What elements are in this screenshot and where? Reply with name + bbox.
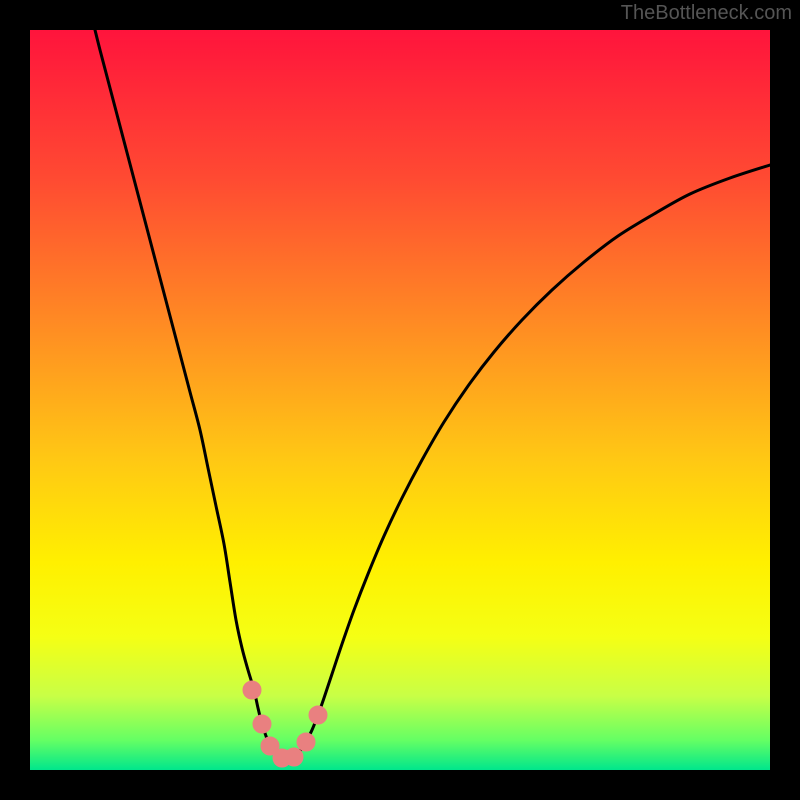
curve-marker [243, 681, 261, 699]
curve-marker [253, 715, 271, 733]
chart-frame: TheBottleneck.com [0, 0, 800, 800]
watermark-text: TheBottleneck.com [621, 2, 792, 25]
bottleneck-chart [0, 0, 800, 800]
curve-marker [297, 733, 315, 751]
curve-marker [309, 706, 327, 724]
plot-background [30, 30, 770, 770]
curve-marker [285, 748, 303, 766]
